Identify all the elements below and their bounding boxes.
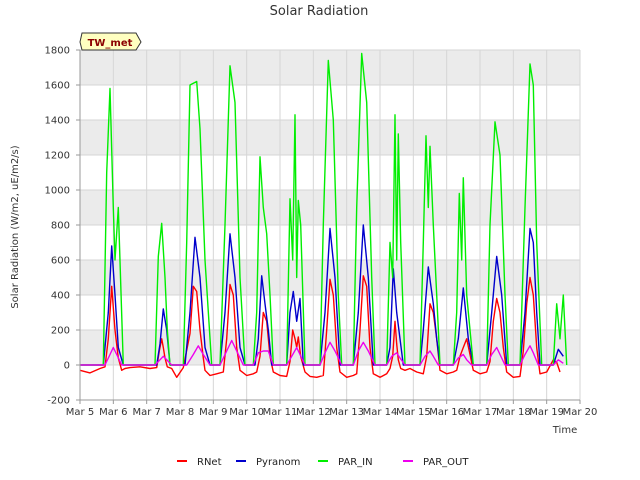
series-par-in-line <box>80 52 568 366</box>
y-tick-label: 1000 <box>45 186 70 197</box>
y-tick-label: 1200 <box>45 151 70 162</box>
y-tick-label: 400 <box>51 291 70 302</box>
y-tick-label: 200 <box>51 326 70 337</box>
station-label: TW_met <box>88 38 133 49</box>
station-badge: TW_met <box>79 32 142 51</box>
x-tick-label: Mar 10 <box>229 407 264 418</box>
axes: -200 0 200 400 600 800 1000 1200 1400 1600 1800 Mar… <box>45 46 598 419</box>
x-tick-label: Mar 12 <box>296 407 331 418</box>
x-tick-label: Mar 20 <box>563 407 598 418</box>
chart-title: Solar Radiation <box>270 4 369 19</box>
x-tick-label: Mar 13 <box>329 407 364 418</box>
x-tick-label: Mar 17 <box>463 407 498 418</box>
x-tick-label: Mar 11 <box>263 407 298 418</box>
y-tick-label: 600 <box>51 256 70 267</box>
x-tick-label: Mar 18 <box>496 407 531 418</box>
y-tick-label: 1400 <box>45 116 70 127</box>
y-tick-label: 800 <box>51 221 70 232</box>
station-badge-shape <box>79 32 142 51</box>
y-tick-label: -200 <box>47 396 70 407</box>
series-par-out-line <box>80 339 564 366</box>
y-tick-label: 1600 <box>45 81 70 92</box>
x-tick-label: Mar 15 <box>396 407 431 418</box>
x-tick-label: Mar 7 <box>132 407 160 418</box>
legend-label: PAR_OUT <box>423 457 469 468</box>
x-tick-label: Mar 9 <box>199 407 227 418</box>
legend-label: PAR_IN <box>338 457 373 468</box>
y-tick-label: 0 <box>64 361 70 372</box>
y-tick-label: 1800 <box>45 46 70 57</box>
legend-label: RNet <box>197 457 222 468</box>
x-tick-label: Mar 6 <box>99 407 127 418</box>
x-tick-label: Mar 14 <box>363 407 398 418</box>
legend-label: Pyranom <box>256 457 300 468</box>
x-tick-label: Mar 19 <box>529 407 564 418</box>
y-axis-title: Solar Radiation (W/m2, uE/m2/s) <box>10 145 21 308</box>
x-tick-label: Mar 5 <box>66 407 94 418</box>
x-tick-label: Mar 16 <box>429 407 464 418</box>
series-rnet-line <box>79 275 561 378</box>
plot-band <box>80 120 580 155</box>
x-tick-label: Mar 8 <box>166 407 194 418</box>
series-layer <box>79 52 568 378</box>
x-axis-title: Time <box>552 425 577 436</box>
plot-band <box>80 190 580 225</box>
legend: RNet Pyranom PAR_IN PAR_OUT <box>177 457 469 468</box>
